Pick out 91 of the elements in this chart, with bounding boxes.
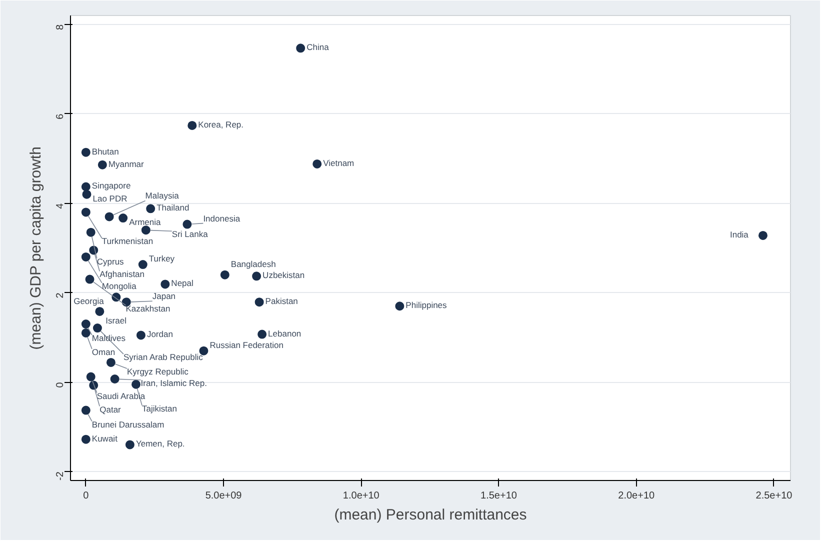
annotation: Thailand — [156, 202, 190, 213]
point — [258, 330, 267, 339]
annotation: Indonesia — [203, 213, 240, 224]
point — [106, 358, 116, 367]
x-tick-label: 2.5e+10 — [756, 490, 793, 502]
point — [220, 270, 230, 280]
annotation: Kazakhstan — [126, 303, 170, 314]
annotation: Nepal — [171, 278, 194, 288]
point — [132, 380, 141, 389]
point — [758, 230, 768, 240]
point — [312, 159, 322, 168]
annotation: Uzbekistan — [262, 270, 305, 280]
x-tick-label: 5.0e+09 — [205, 490, 242, 502]
annotation: Lebanon — [268, 328, 302, 338]
point — [110, 374, 120, 384]
x-tick-label: 0 — [83, 490, 90, 502]
point — [252, 272, 262, 281]
x-tick-label: 1.0e+10 — [342, 490, 380, 502]
y-tick-label: 4 — [55, 202, 66, 209]
x-tick-label: 1.5e+10 — [480, 490, 518, 502]
annotation: Syrian Arab Republic — [123, 352, 204, 362]
point — [92, 324, 102, 333]
annotation: Malaysia — [145, 190, 180, 201]
annotation: Jordan — [146, 329, 174, 340]
annotation: Russian Federation — [210, 340, 284, 350]
annotation: Korea, Rep. — [198, 119, 244, 130]
y-axis-title: (mean) GDP per capita growth — [28, 146, 44, 350]
point — [296, 44, 306, 53]
annotation: Japan — [152, 291, 176, 302]
annotation: Mongolia — [102, 280, 137, 291]
annotation: Israel — [106, 315, 127, 326]
point — [81, 252, 90, 262]
point — [188, 121, 197, 130]
point — [122, 298, 131, 307]
annotation: Myanmar — [108, 158, 144, 169]
annotation: Turkey — [148, 254, 176, 264]
point — [81, 434, 90, 444]
annotation: Philippines — [406, 300, 447, 310]
point — [86, 228, 96, 237]
point — [86, 372, 96, 382]
annotation: Armenia — [129, 217, 161, 228]
point — [82, 190, 92, 199]
point — [182, 220, 192, 229]
annotation: Bangladesh — [230, 258, 276, 269]
point — [81, 148, 90, 157]
annotation: Vietnam — [323, 158, 354, 168]
point — [85, 274, 94, 284]
annotation: Lao PDR — [92, 193, 128, 204]
point — [141, 226, 150, 235]
annotation: China — [306, 42, 330, 52]
annotation: Sri Lanka — [172, 229, 208, 240]
annotation: Singapore — [92, 180, 131, 191]
y-tick-label: -2 — [55, 471, 66, 480]
annotation: Oman — [92, 346, 116, 357]
point — [104, 212, 114, 222]
annotation: Cyprus — [96, 256, 124, 266]
point — [125, 440, 134, 450]
point — [395, 302, 404, 311]
point — [118, 214, 128, 223]
point — [98, 160, 107, 170]
annotation: India — [730, 229, 749, 240]
point — [199, 346, 208, 356]
point — [81, 328, 90, 338]
annotation: Turkmenistan — [102, 236, 154, 246]
annotation: Qatar — [100, 404, 122, 414]
x-axis-title: (mean) Personal remittances — [334, 506, 527, 524]
point — [81, 208, 90, 217]
point — [146, 204, 156, 214]
point — [136, 330, 146, 340]
annotation: Afghanistan — [100, 269, 145, 280]
point — [81, 320, 90, 328]
point — [254, 298, 264, 307]
x-tick-label: 2.0e+10 — [618, 490, 656, 502]
point — [81, 182, 90, 192]
annotation: Bhutan — [92, 146, 120, 156]
annotation: Pakistan — [265, 296, 298, 306]
y-tick-label: 8 — [55, 24, 66, 30]
annotation: Tajikistan — [142, 403, 178, 414]
point — [138, 260, 148, 270]
annotation: Yemen, Rep. — [136, 438, 185, 449]
point — [95, 307, 104, 316]
annotation: Brunei Darussalam — [92, 419, 164, 430]
point — [81, 406, 90, 415]
y-tick-label: 0 — [55, 382, 66, 388]
y-tick-label: 6 — [55, 113, 66, 120]
y-tick-label: 2 — [55, 292, 66, 298]
annotation: Kuwait — [92, 433, 118, 444]
annotation: Iran, Islamic Rep. — [140, 378, 207, 388]
point — [160, 280, 170, 289]
annotation: Georgia — [74, 296, 104, 306]
annotation: Kyrgyz Republic — [126, 366, 190, 376]
